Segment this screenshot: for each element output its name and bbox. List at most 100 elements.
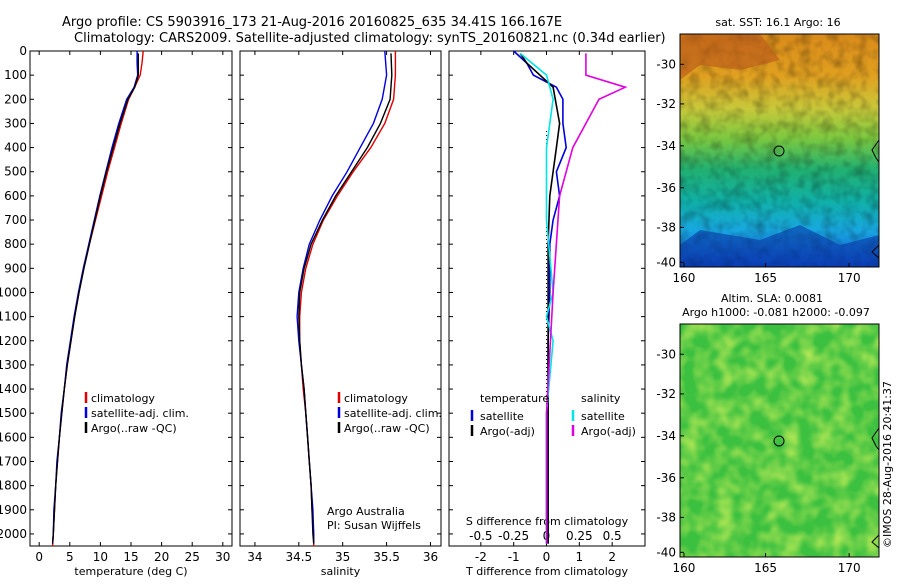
map-x-tick-label: 170 (838, 561, 861, 575)
legend-entry: Argo(..raw -QC) (344, 422, 430, 435)
series-line (51, 51, 139, 544)
legend-entry: satellite (480, 410, 524, 423)
x-tick-label: 0 (543, 550, 551, 564)
y-tick-label: 1700 (0, 454, 27, 468)
map-y-tick-label: -34 (656, 429, 676, 443)
figure-title-line2: Climatology: CARS2009. Satellite-adjuste… (74, 31, 666, 46)
series-line (51, 50, 144, 547)
series-line (513, 50, 568, 544)
x-tick-label: -2 (475, 550, 487, 564)
sla-map (679, 323, 880, 558)
map-y-tick-label: -32 (656, 97, 676, 111)
y-tick-label: 1600 (0, 430, 27, 444)
x-tick-label: 34.5 (285, 550, 312, 564)
map-y-tick-label: -40 (656, 545, 676, 559)
y-tick-label: 1400 (0, 382, 27, 396)
map-y-tick-label: -36 (656, 181, 676, 195)
y-tick-label: 1000 (0, 285, 27, 299)
y-tick-label: 100 (4, 68, 27, 82)
x-tick-label-salinity: -0.25 (498, 529, 529, 543)
sla-map-title-line1: Altim. SLA: 0.0081 (721, 292, 823, 305)
legend-entry: satellite-adj. clim. (91, 407, 189, 420)
x-tick-label: 2 (608, 550, 616, 564)
series-line (299, 51, 397, 546)
y-tick-label: 300 (4, 116, 27, 130)
x-tick-label: 0 (35, 550, 43, 564)
y-tick-label: 1100 (0, 310, 27, 324)
legend-entry: satellite (581, 410, 625, 423)
map-y-tick-label: -30 (656, 57, 676, 71)
y-tick-label: 1900 (0, 503, 27, 517)
plot-frame (239, 50, 442, 547)
map-y-tick-label: -32 (656, 387, 676, 401)
x-tick-label: 35.5 (373, 550, 400, 564)
y-tick-label: 200 (4, 92, 27, 106)
legend-entry: Argo(-adj) (581, 425, 636, 438)
annotation-text: Argo Australia (327, 505, 405, 518)
y-tick-label: 1800 (0, 479, 27, 493)
sst-map-title: sat. SST: 16.1 Argo: 16 (715, 16, 840, 29)
series-line (298, 53, 393, 544)
legend-entry: satellite-adj. clim. (344, 407, 442, 420)
legend-group-title: temperature (480, 392, 549, 405)
map-y-tick-label: -30 (656, 347, 676, 361)
legend-entry: climatology (344, 392, 408, 405)
y-tick-label: 600 (4, 189, 27, 203)
y-tick-label: 400 (4, 141, 27, 155)
annotation-text: PI: Susan Wijffels (327, 519, 421, 532)
salinity-profile-plot: 34 34.5 35 35.5 36 salinity climatology satelli… (239, 50, 442, 578)
x-tick-label-salinity: -0.5 (469, 529, 492, 543)
x-tick-label-salinity: 0.25 (566, 529, 593, 543)
x-tick-label: 25 (185, 550, 200, 564)
map-y-tick-label: -36 (656, 471, 676, 485)
legend-entry: climatology (91, 392, 155, 405)
map-y-tick-label: -38 (656, 220, 676, 234)
x-tick-label: 35 (335, 550, 350, 564)
y-tick-label: 1500 (0, 406, 27, 420)
temperature-profile-plot: 0100200300400500600700800900100011001200… (0, 44, 233, 578)
figure-title-line1: Argo profile: CS 5903916_173 21-Aug-2016… (62, 15, 562, 30)
sst-map-axes: -30 -32 -34 -36 -38 -40 160 165 170 (656, 57, 860, 285)
x-tick-label: 30 (215, 550, 230, 564)
series-line (545, 53, 628, 544)
x-tick-label: 5 (66, 550, 74, 564)
plot-frame (29, 50, 233, 547)
x-axis-label: temperature (deg C) (74, 565, 187, 578)
x-tick-label: 10 (93, 550, 108, 564)
legend-entry: Argo(-adj) (480, 425, 535, 438)
series-line (519, 52, 554, 544)
series-line (519, 52, 561, 544)
map-x-tick-label: 170 (838, 271, 861, 285)
legend-entry: Argo(..raw -QC) (91, 422, 177, 435)
map-y-tick-label: -34 (656, 139, 676, 153)
y-tick-label: 700 (4, 213, 27, 227)
x-tick-label: 34 (247, 550, 262, 564)
sst-map (679, 33, 880, 268)
x-tick-label: 15 (123, 550, 138, 564)
x-axis-label: salinity (321, 565, 361, 578)
map-x-tick-label: 165 (754, 271, 777, 285)
map-y-tick-label: -40 (656, 255, 676, 269)
map-x-tick-label: 160 (673, 561, 696, 575)
x-tick-label: 20 (154, 550, 169, 564)
sla-map-title-line2: Argo h1000: -0.081 h2000: -0.097 (682, 306, 870, 319)
x-tick-label: -1 (508, 550, 520, 564)
legend-group-title: salinity (581, 392, 621, 405)
x-axis-label: T difference from climatology (465, 565, 628, 578)
x-tick-label: 1 (576, 550, 584, 564)
y-tick-label: 2000 (0, 527, 27, 541)
series-line (51, 53, 140, 544)
y-tick-label: 800 (4, 237, 27, 251)
map-y-tick-label: -38 (656, 510, 676, 524)
imos-timestamp: ©IMOS 28-Aug-2016 20:41:37 (881, 381, 894, 548)
y-tick-label: 1300 (0, 358, 27, 372)
x-tick-label-salinity: 0.5 (603, 529, 622, 543)
x-tick-label: 36 (423, 550, 438, 564)
y-tick-label: 500 (4, 165, 27, 179)
map-x-tick-label: 160 (673, 271, 696, 285)
y-tick-label: 0 (19, 44, 27, 58)
y-tick-label: 1200 (0, 334, 27, 348)
